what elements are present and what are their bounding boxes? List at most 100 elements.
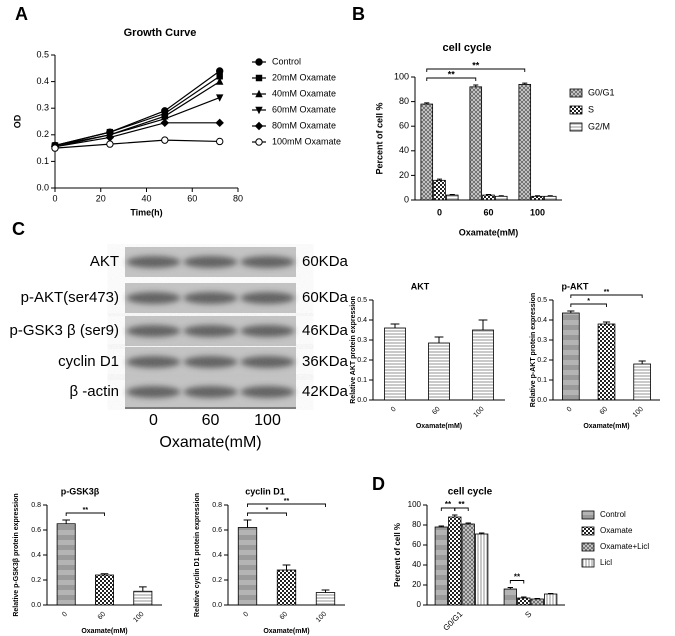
- significance-bracket: [454, 507, 469, 511]
- dose-label: 100: [254, 412, 281, 429]
- series-line: [54, 75, 221, 147]
- series-line: [54, 122, 220, 148]
- y-tick-label: 100: [408, 500, 422, 509]
- dose-label: 60: [202, 412, 220, 429]
- error-bar: [465, 522, 471, 524]
- y-tick-label: 0.2: [36, 129, 49, 139]
- y-axis-label: Percent of cell %: [374, 102, 384, 174]
- y-tick-label: 0.3: [357, 337, 367, 344]
- significance-label: *: [266, 507, 269, 514]
- error-bar: [438, 525, 445, 527]
- x-tick-label: 40: [141, 193, 151, 203]
- dose-label: 0: [149, 412, 158, 429]
- y-tick-label: 0.1: [36, 156, 49, 166]
- x-axis-label: Oxamate(mM): [263, 628, 309, 635]
- legend-label: Control: [600, 510, 626, 519]
- y-tick-label: 0.8: [212, 502, 222, 509]
- error-bar: [62, 519, 70, 524]
- x-axis-label: Oxamate(mM): [81, 628, 127, 635]
- error-bar: [498, 195, 504, 197]
- y-tick-label: 0.5: [357, 297, 367, 304]
- error-bar: [424, 102, 430, 105]
- size-label: 36KDa: [302, 353, 349, 370]
- y-tick-label: 0.6: [31, 527, 41, 534]
- bar: [237, 527, 258, 606]
- bar: [531, 195, 544, 201]
- y-tick-label: 40: [412, 560, 421, 569]
- series-line: [54, 139, 220, 149]
- panel-label: C: [12, 219, 25, 239]
- bar: [530, 598, 544, 606]
- bar: [475, 533, 489, 606]
- marker: [51, 144, 59, 152]
- y-tick-label: 0.2: [357, 357, 367, 364]
- bar: [445, 194, 459, 201]
- y-axis-label: Relative p-AKT protein expression: [530, 293, 537, 407]
- protein-label: cyclin D1: [58, 353, 119, 370]
- legend-label: 80mM Oxamate: [272, 120, 336, 130]
- legend-label: Control: [272, 56, 301, 66]
- protein-label: p-GSK3 β (ser9): [10, 322, 120, 339]
- legend-swatch: [581, 542, 595, 552]
- error-bar: [436, 178, 443, 181]
- bar: [518, 83, 532, 201]
- bar: [95, 574, 114, 606]
- y-tick-label: 0.3: [36, 103, 49, 113]
- y-tick-label: 0.1: [357, 377, 367, 384]
- bar: [428, 342, 450, 401]
- error-bar: [567, 310, 575, 313]
- y-tick-label: 0.2: [31, 577, 41, 584]
- y-tick-label: 0.4: [212, 552, 222, 559]
- error-bar: [547, 593, 554, 594]
- error-bar: [478, 532, 485, 534]
- x-tick-label: 60: [483, 207, 493, 217]
- significance-bracket: [509, 580, 525, 584]
- bar: [133, 590, 153, 606]
- y-tick-label: 0.0: [212, 602, 222, 609]
- legend-swatch: [569, 122, 583, 132]
- error-bar: [100, 573, 109, 575]
- x-tick-label: S: [523, 610, 533, 620]
- y-tick-label: 0.4: [31, 552, 41, 559]
- y-tick-label: 0.6: [212, 527, 222, 534]
- chart-title: cyclin D1: [245, 486, 285, 496]
- y-tick-label: 0.4: [357, 317, 367, 324]
- error-bar: [522, 82, 528, 85]
- bar: [420, 103, 434, 201]
- legend-label: 40mM Oxamate: [272, 88, 336, 98]
- error-bar: [473, 84, 479, 87]
- marker: [216, 94, 224, 102]
- x-tick-label: 0: [52, 193, 57, 203]
- significance-label: **: [514, 573, 521, 582]
- y-tick-label: 40: [399, 145, 409, 155]
- chart-title: Growth Curve: [124, 27, 197, 39]
- error-bar: [534, 195, 541, 197]
- bar: [517, 597, 531, 606]
- legend-label: 20mM Oxamate: [272, 72, 336, 82]
- error-bar: [390, 323, 400, 328]
- bar: [544, 593, 558, 606]
- panel-label: B: [352, 4, 365, 24]
- legend-swatch: [581, 526, 595, 536]
- x-tick-label: 60: [187, 193, 197, 203]
- error-bar: [452, 514, 458, 517]
- x-tick-label: 0: [566, 406, 574, 414]
- legend-marker: [255, 74, 263, 82]
- size-label: 60KDa: [302, 253, 349, 270]
- y-axis-label: Relative AKT protein expression: [350, 296, 357, 404]
- marker: [216, 73, 223, 80]
- y-axis-label: OD: [12, 114, 22, 128]
- blot-grain: [125, 347, 296, 377]
- y-tick-label: 100: [394, 71, 409, 81]
- marker: [161, 136, 169, 144]
- y-tick-label: 0.3: [537, 337, 547, 344]
- bar: [472, 329, 494, 401]
- x-axis-label: Oxamate(mM): [416, 423, 462, 430]
- x-tick-label: 80: [233, 193, 243, 203]
- bar: [543, 195, 557, 201]
- x-tick-label: 20: [96, 193, 106, 203]
- x-tick-label: 0: [390, 406, 398, 414]
- bar: [469, 86, 483, 201]
- error-bar: [547, 195, 553, 197]
